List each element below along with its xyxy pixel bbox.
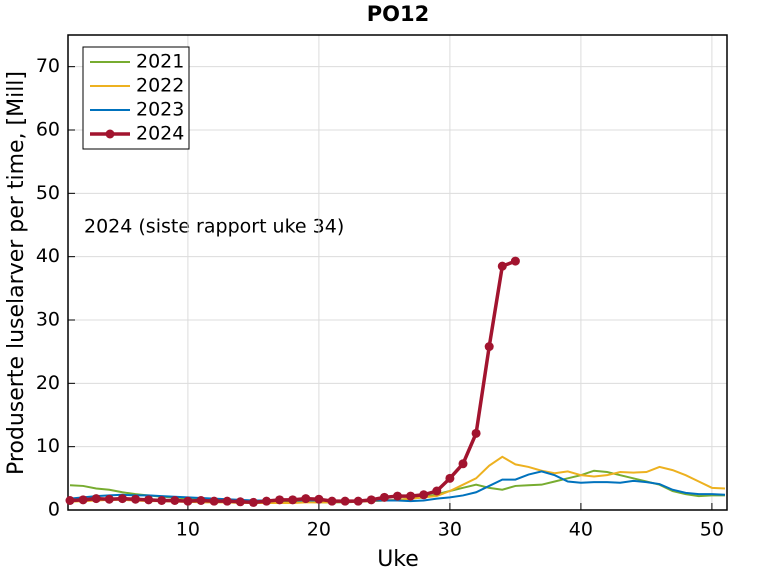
x-tick-label: 50 bbox=[700, 519, 724, 541]
y-tick-label: 50 bbox=[36, 182, 60, 204]
point bbox=[104, 494, 114, 504]
point bbox=[301, 494, 311, 504]
legend-label: 2024 bbox=[136, 123, 184, 145]
legend-label: 2022 bbox=[136, 75, 184, 97]
x-tick-label: 40 bbox=[569, 519, 593, 541]
point bbox=[419, 490, 429, 500]
point bbox=[445, 473, 455, 483]
point bbox=[65, 496, 75, 505]
point bbox=[497, 261, 507, 271]
x-axis-label: Uke bbox=[377, 547, 419, 572]
y-tick-label: 0 bbox=[48, 499, 60, 521]
point bbox=[196, 496, 206, 505]
point bbox=[340, 496, 350, 506]
point bbox=[131, 494, 140, 504]
point bbox=[288, 495, 298, 505]
x-tick-label: 10 bbox=[176, 519, 200, 541]
point bbox=[379, 492, 389, 502]
legend-label: 2021 bbox=[136, 51, 184, 73]
y-tick-label: 70 bbox=[36, 55, 60, 77]
point bbox=[157, 496, 167, 505]
point bbox=[471, 428, 481, 438]
point bbox=[91, 494, 101, 504]
y-tick-label: 10 bbox=[36, 435, 60, 457]
point bbox=[353, 496, 363, 506]
point bbox=[183, 496, 193, 506]
series-line bbox=[69, 259, 517, 505]
point bbox=[248, 497, 258, 507]
point bbox=[510, 256, 520, 266]
legend-box bbox=[82, 46, 190, 150]
point bbox=[406, 491, 416, 501]
point bbox=[235, 497, 245, 507]
y-tick-label: 40 bbox=[36, 245, 60, 267]
point bbox=[393, 491, 402, 501]
point bbox=[458, 459, 468, 469]
legend-label: 2023 bbox=[136, 99, 184, 121]
point bbox=[144, 495, 154, 505]
point bbox=[275, 495, 285, 505]
y-tick-label: 20 bbox=[36, 372, 60, 394]
point bbox=[262, 496, 271, 506]
point bbox=[78, 495, 88, 505]
x-tick-label: 30 bbox=[438, 519, 462, 541]
legend-marker bbox=[105, 129, 115, 139]
point bbox=[484, 342, 494, 352]
point bbox=[366, 495, 376, 505]
point bbox=[314, 494, 324, 504]
point bbox=[209, 496, 219, 506]
x-tick-label: 20 bbox=[307, 519, 331, 541]
plot-frame bbox=[67, 34, 728, 511]
point bbox=[170, 496, 180, 505]
y-tick-label: 30 bbox=[36, 309, 60, 331]
point bbox=[222, 496, 232, 506]
point bbox=[432, 486, 442, 496]
chart-title: PO12 bbox=[367, 2, 429, 26]
point bbox=[327, 496, 337, 506]
y-tick-label: 60 bbox=[36, 119, 60, 141]
annotation: 2024 (siste rapport uke 34) bbox=[84, 216, 344, 238]
y-axis-label: Produserte luselarver per time, [Mill] bbox=[4, 71, 29, 475]
point bbox=[117, 494, 127, 504]
